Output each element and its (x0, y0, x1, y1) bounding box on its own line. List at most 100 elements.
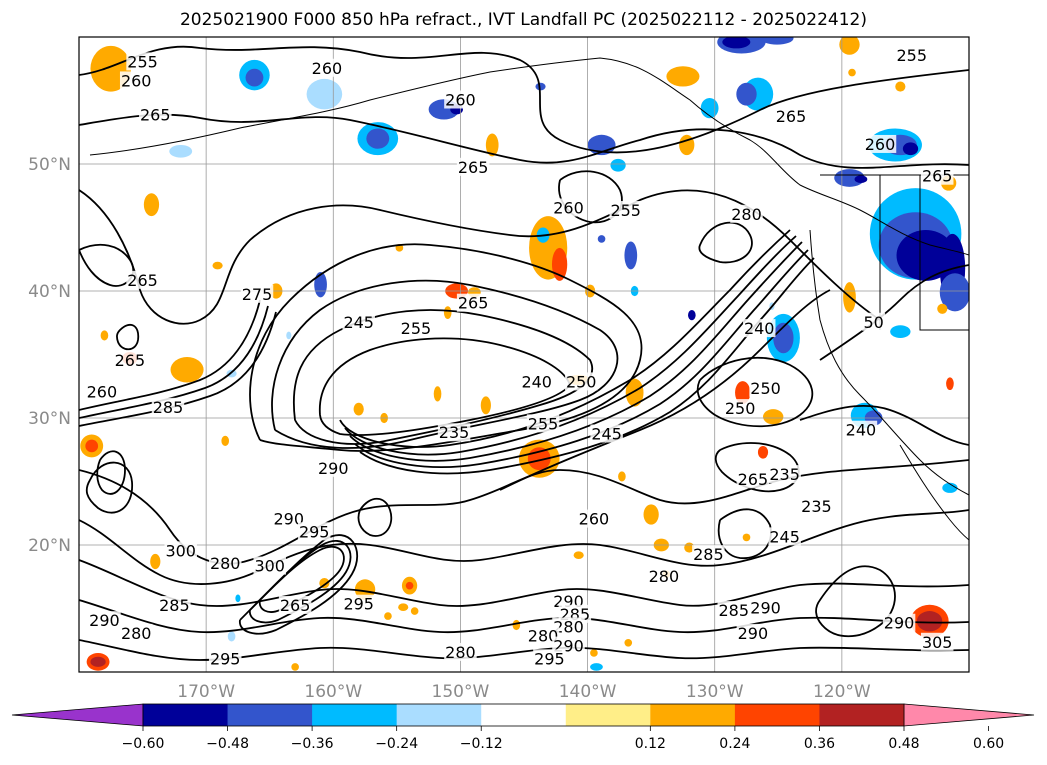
contour-label: 245 (591, 425, 622, 444)
ivt-patch (666, 66, 700, 87)
ivt-patch (700, 97, 719, 119)
contour-label-bg (526, 414, 560, 433)
contour-label-bg (164, 541, 197, 560)
contour-label: 280 (210, 554, 241, 573)
contour-line (819, 264, 969, 361)
contour-label-bg (774, 107, 808, 126)
contour-label: 255 (610, 201, 641, 220)
colorbar-bin (396, 704, 482, 726)
ivt-patch (839, 37, 860, 55)
latitude-label: 40°N (28, 282, 71, 302)
contour-label: 285 (153, 398, 184, 417)
contour-line (349, 241, 803, 462)
ivt-patch (624, 638, 633, 647)
contour-line (698, 221, 753, 264)
contour-label: 250 (566, 372, 597, 391)
contour-label: 280 (121, 624, 152, 643)
contour-label: 290 (274, 510, 305, 529)
contour-label-bg (526, 626, 560, 645)
contour-label: 265 (922, 167, 953, 186)
contour-label: 295 (210, 649, 241, 668)
latitude-label: 20°N (28, 536, 71, 556)
colorbar-tick-label: 0.12 (635, 736, 666, 752)
ivt-patch (643, 504, 659, 525)
latitude-label: 30°N (28, 409, 71, 429)
contour-label: 260 (865, 135, 896, 154)
colorbar: −0.60 −0.48 −0.36 −0.24 −0.12 0.12 0.24 0.36 0.4… (11, 703, 1035, 752)
contour-label-bg (272, 509, 306, 528)
contour-line (85, 461, 133, 514)
contour-label: 260 (553, 198, 584, 217)
contour-label-bg (736, 623, 770, 642)
colorbar-tick-label: −0.12 (460, 736, 503, 752)
contour-label: 305 (922, 633, 953, 652)
contour-label: 290 (750, 599, 781, 618)
longitude-label: 160°W (304, 682, 362, 702)
contour-label: 290 (738, 624, 769, 643)
contour-label-bg (844, 420, 878, 439)
contour-label: 300 (254, 557, 285, 576)
contour-label: 255 (127, 52, 158, 71)
contour-label: 260 (312, 59, 343, 78)
contour-label-bg (609, 200, 642, 219)
ivt-patch (169, 144, 193, 158)
ivt-patch (624, 241, 638, 270)
contour-label-bg (736, 470, 770, 489)
colorbar-tick-label: 0.60 (973, 736, 1004, 752)
ivt-patch (245, 68, 264, 87)
colorbar-tick-label: −0.60 (122, 736, 165, 752)
contour-line (696, 356, 814, 428)
ivt-patch (384, 612, 392, 620)
contour-label: 250 (725, 399, 756, 418)
contour-label: 280 (553, 618, 584, 637)
contour-label-bg (126, 270, 159, 289)
contour-label: 280 (649, 567, 680, 586)
contour-label: 240 (744, 319, 775, 338)
contour-label-bg (208, 554, 242, 573)
contour-label: 295 (299, 522, 330, 541)
contour-line (79, 113, 969, 169)
contour-label-bg (552, 617, 585, 636)
ivt-patch (405, 581, 414, 590)
contour-label: 300 (165, 541, 196, 560)
contour-label: 265 (458, 294, 489, 313)
contour-label-bg (895, 46, 929, 65)
colorbar-tick-label: −0.24 (375, 736, 418, 752)
contour-label-bg (444, 90, 477, 109)
contour-label-bg (310, 58, 344, 77)
contour-label-bg (882, 613, 916, 632)
longitude-label: 120°W (813, 682, 871, 702)
contour-line (79, 559, 969, 607)
ivt-patch (610, 158, 626, 172)
contour-label-bg (126, 52, 159, 71)
ivt-patch (573, 551, 584, 559)
ivt-patch (535, 82, 546, 91)
contour-label: 240 (521, 372, 552, 391)
contour-label: 260 (87, 383, 118, 402)
contour-label-bg (151, 397, 185, 416)
colorbar-tick-label: 0.36 (804, 736, 835, 752)
contour-label: 265 (458, 158, 489, 177)
colorbar-bin (650, 704, 736, 726)
baja-coastline (899, 444, 969, 541)
contour-line (79, 509, 969, 585)
contour-label-bg (456, 293, 490, 312)
ivt-patch (937, 303, 948, 314)
contour-label-bg (342, 594, 375, 613)
longitude-labels: 170°W 160°W 150°W 140°W 130°W 120°W (177, 682, 871, 702)
contour-label: 250 (750, 379, 781, 398)
ivt-patch (939, 273, 969, 312)
contour-label-bg (749, 598, 782, 617)
contour-label: 285 (719, 601, 750, 620)
contour-label: 290 (318, 459, 349, 478)
contour-line (271, 279, 619, 449)
ivt-patch (221, 435, 230, 446)
contour-label-bg (437, 423, 471, 442)
contour-line (79, 305, 269, 419)
contour-label: 235 (769, 465, 800, 484)
contour-label: 265 (738, 470, 769, 489)
contour-label-bg (577, 509, 611, 528)
contour-label-bg (113, 350, 147, 369)
contour-label: 255 (528, 414, 559, 433)
ivt-patch (625, 378, 644, 407)
